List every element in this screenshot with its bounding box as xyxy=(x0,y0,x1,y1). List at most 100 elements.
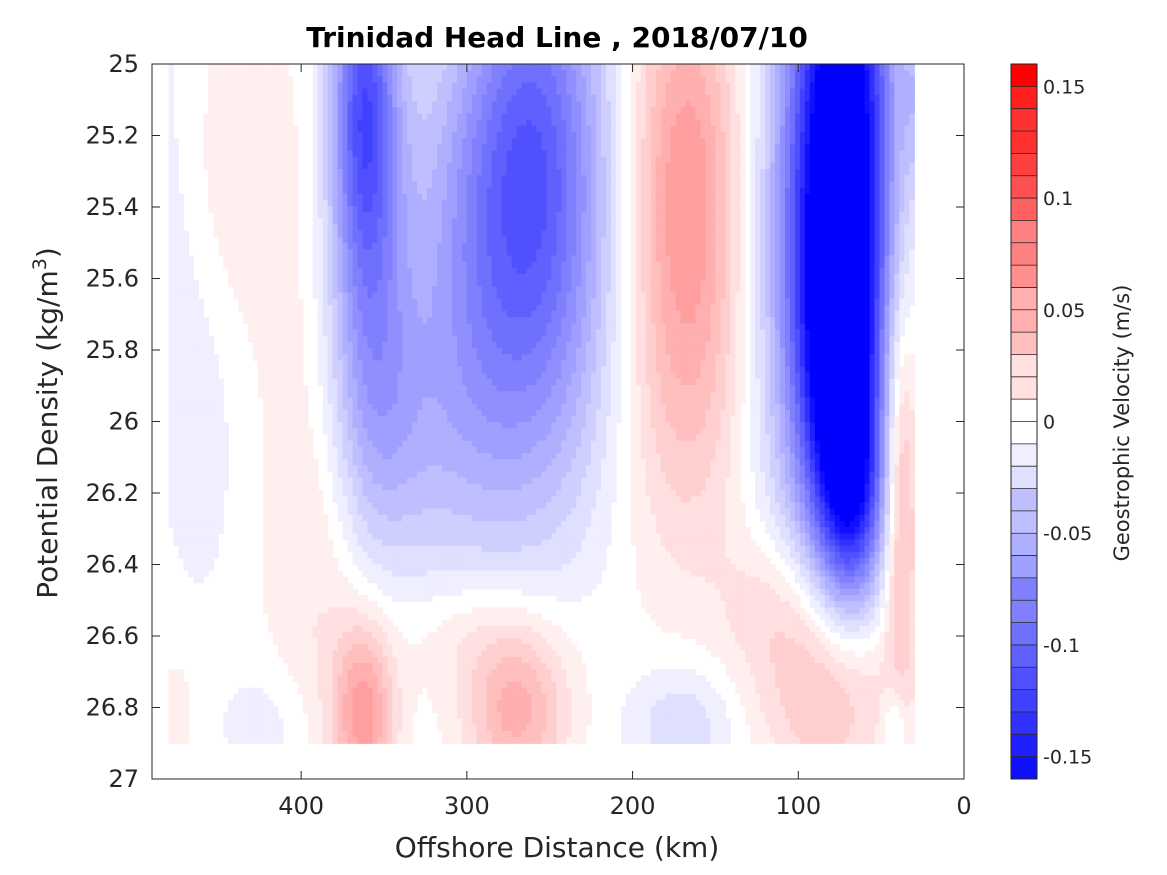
contour-cell xyxy=(402,675,408,683)
contour-cell xyxy=(392,101,398,108)
contour-cell xyxy=(362,490,369,497)
contour-cell xyxy=(282,273,289,281)
contour-cell xyxy=(198,348,204,355)
contour-cell xyxy=(178,212,185,219)
contour-cell xyxy=(282,286,289,294)
contour-cell xyxy=(347,520,354,528)
contour-cell xyxy=(337,502,344,510)
contour-cell xyxy=(327,737,334,744)
contour-cell xyxy=(437,286,443,294)
contour-cell xyxy=(456,273,463,281)
contour-cell xyxy=(432,496,438,504)
contour-cell xyxy=(372,471,378,479)
contour-cell xyxy=(362,403,369,411)
contour-cell xyxy=(397,527,403,534)
contour-cell xyxy=(402,737,408,744)
contour-cell xyxy=(307,428,314,436)
contour-cell xyxy=(451,712,458,720)
contour-cell xyxy=(456,415,463,423)
contour-cell xyxy=(322,273,329,281)
contour-cell xyxy=(432,397,438,405)
contour-cell xyxy=(272,490,279,497)
contour-cell xyxy=(292,545,299,553)
contour-cell xyxy=(437,422,443,429)
contour-cell xyxy=(432,576,438,584)
contour-cell xyxy=(183,564,190,571)
contour-cell xyxy=(437,588,443,596)
contour-cell xyxy=(302,687,309,695)
contour-cell xyxy=(451,360,458,368)
contour-cell xyxy=(347,582,354,590)
contour-cell xyxy=(442,304,448,312)
contour-cell xyxy=(446,737,453,744)
contour-cell xyxy=(173,341,180,349)
contour-cell xyxy=(347,601,354,608)
contour-cell xyxy=(253,693,259,701)
contour-cell xyxy=(352,64,359,71)
contour-cell xyxy=(263,428,269,436)
contour-cell xyxy=(402,323,408,331)
contour-cell xyxy=(243,88,249,96)
contour-cell xyxy=(258,341,264,349)
contour-cell xyxy=(213,144,219,152)
contour-cell xyxy=(352,422,359,429)
contour-cell xyxy=(407,397,413,405)
contour-cell xyxy=(456,662,463,670)
contour-cell xyxy=(442,428,448,436)
contour-cell xyxy=(282,101,289,108)
contour-cell xyxy=(253,335,259,343)
contour-cell xyxy=(456,632,463,639)
contour-cell xyxy=(342,323,349,331)
contour-cell xyxy=(451,292,458,300)
contour-cell xyxy=(263,317,269,324)
contour-cell xyxy=(422,138,428,145)
contour-cell xyxy=(317,520,324,528)
contour-cell xyxy=(397,193,403,201)
contour-cell xyxy=(302,385,309,392)
contour-cell xyxy=(437,551,443,559)
contour-cell xyxy=(327,706,334,713)
contour-cell xyxy=(357,533,364,541)
contour-cell xyxy=(372,446,378,454)
contour-cell xyxy=(233,730,239,738)
contour-cell xyxy=(387,403,393,411)
contour-field xyxy=(168,64,915,744)
contour-cell xyxy=(168,94,175,102)
contour-cell xyxy=(397,675,403,683)
contour-cell xyxy=(407,348,413,355)
contour-cell xyxy=(188,385,195,392)
contour-cell xyxy=(451,329,458,337)
contour-cell xyxy=(451,144,458,152)
contour-cell xyxy=(427,255,433,263)
contour-cell xyxy=(412,366,418,374)
contour-cell xyxy=(382,632,388,639)
contour-cell xyxy=(263,354,269,361)
contour-cell xyxy=(347,280,354,287)
contour-cell xyxy=(287,496,294,504)
contour-cell xyxy=(352,273,359,281)
contour-cell xyxy=(168,428,175,436)
contour-cell xyxy=(402,681,408,689)
contour-cell xyxy=(427,267,433,275)
contour-cell xyxy=(327,440,334,448)
contour-cell xyxy=(372,508,378,516)
contour-cell xyxy=(292,391,299,399)
contour-cell xyxy=(422,372,428,380)
contour-cell xyxy=(412,508,418,516)
contour-cell xyxy=(437,545,443,553)
contour-cell xyxy=(213,82,219,90)
contour-cell xyxy=(183,243,190,250)
contour-cell xyxy=(292,570,299,578)
contour-cell xyxy=(263,138,269,145)
contour-cell xyxy=(188,323,195,331)
contour-cell xyxy=(168,236,175,244)
contour-cell xyxy=(407,329,413,337)
contour-cell xyxy=(193,409,199,417)
contour-cell xyxy=(352,187,359,195)
contour-cell xyxy=(451,354,458,361)
contour-cell xyxy=(292,187,299,195)
contour-cell xyxy=(327,595,334,602)
contour-cell xyxy=(238,267,244,275)
contour-cell xyxy=(292,669,299,676)
contour-cell xyxy=(432,175,438,182)
